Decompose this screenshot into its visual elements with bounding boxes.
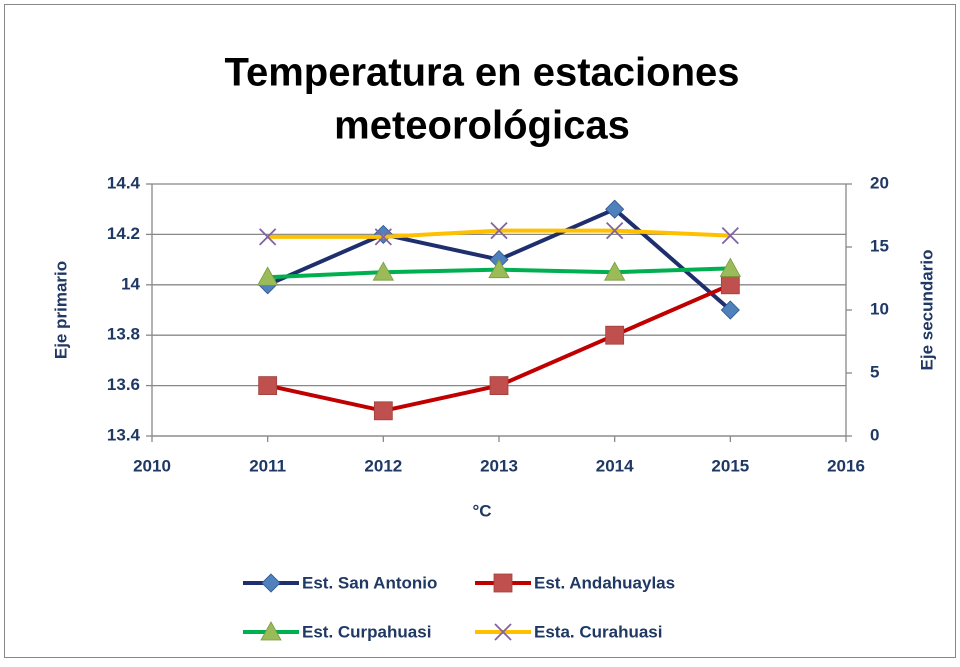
y-tick-label: 13.8: [107, 325, 140, 344]
marker: [490, 221, 508, 240]
marker: [256, 266, 279, 286]
chart-title: Temperatura en estaciones: [224, 51, 739, 95]
marker: [493, 573, 513, 593]
legend-label: Esta. Curahuasi: [534, 622, 663, 641]
x-tick-label: 2015: [711, 456, 749, 475]
marker: [603, 261, 626, 281]
chart-frame: [4, 4, 956, 658]
y-tick-label: 14: [121, 274, 140, 293]
chart-title: meteorológicas: [334, 104, 630, 148]
marker: [374, 228, 392, 246]
x-tick-label: 2011: [249, 456, 286, 475]
y2-tick-label: 0: [870, 425, 879, 444]
marker: [260, 621, 282, 641]
x-axis-label: °C: [472, 501, 491, 520]
y2-tick-label: 15: [870, 236, 889, 255]
y-tick-label: 14.4: [107, 173, 141, 192]
x-tick-label: 2013: [480, 456, 518, 475]
y2-tick-label: 10: [870, 299, 889, 318]
x-tick-label: 2014: [596, 456, 634, 475]
x-tick-label: 2012: [364, 456, 402, 475]
legend-label: Est. Curpahuasi: [302, 622, 431, 641]
marker: [372, 261, 395, 281]
marker: [605, 199, 625, 219]
marker: [719, 257, 742, 277]
marker: [606, 221, 624, 240]
y-axis-label: Eje primario: [51, 261, 70, 359]
y2-axis-label: Eje secundario: [917, 250, 936, 371]
marker: [488, 258, 510, 279]
legend-entry: Esta. Curahuasi: [475, 622, 663, 641]
marker: [720, 275, 740, 295]
marker: [721, 227, 739, 245]
marker: [720, 300, 740, 320]
marker: [494, 623, 512, 641]
legend-entry: Est. San Antonio: [243, 573, 437, 593]
legend-entry: Est. Curpahuasi: [243, 621, 431, 641]
marker: [605, 325, 625, 345]
marker: [261, 573, 281, 593]
legend-label: Est. San Antonio: [302, 573, 437, 592]
legend-entry: Est. Andahuaylas: [475, 573, 675, 592]
y2-tick-label: 20: [870, 173, 889, 192]
marker: [373, 401, 393, 421]
marker: [489, 376, 509, 396]
y-tick-label: 14.2: [107, 224, 140, 243]
x-tick-label: 2010: [133, 456, 171, 475]
y2-tick-label: 5: [870, 362, 879, 381]
marker: [259, 228, 277, 246]
legend-label: Est. Andahuaylas: [534, 573, 675, 592]
y-tick-label: 13.4: [107, 425, 141, 444]
x-tick-label: 2016: [827, 456, 865, 475]
y-tick-label: 13.6: [107, 375, 140, 394]
marker: [258, 376, 278, 396]
